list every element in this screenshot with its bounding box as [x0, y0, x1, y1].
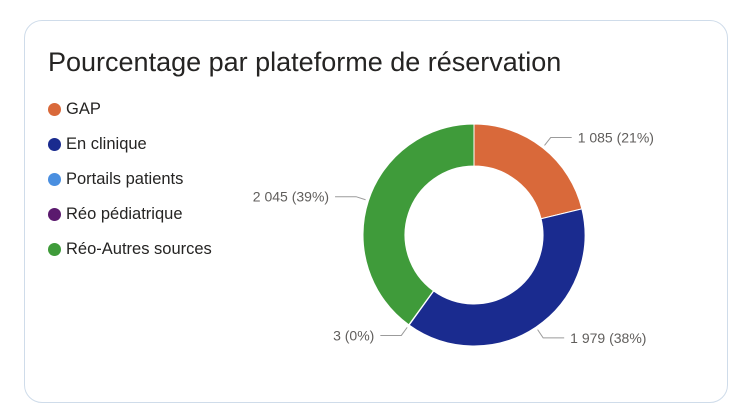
legend-swatch-reo-autres-sources [48, 243, 61, 256]
legend-item-en-clinique[interactable]: En clinique [48, 127, 212, 162]
legend-label-reo-pediatrique: Réo pédiatrique [66, 205, 183, 223]
data-label-reo-pediatrique: 3 (0%) [333, 327, 374, 343]
legend-label-gap: GAP [66, 100, 101, 118]
legend-swatch-en-clinique [48, 138, 61, 151]
legend-item-portails-patients[interactable]: Portails patients [48, 162, 212, 197]
donut-chart: 1 085 (21%) 1 979 (38%) 3 (0%) 2 045 (39%) [253, 123, 654, 347]
legend-item-reo-pediatrique[interactable]: Réo pédiatrique [48, 197, 212, 232]
legend-swatch-portails-patients [48, 173, 61, 186]
legend-label-portails-patients: Portails patients [66, 170, 184, 188]
legend-swatch-reo-pediatrique [48, 208, 61, 221]
leader-line-gap [544, 137, 572, 146]
legend-item-gap[interactable]: GAP [48, 92, 212, 127]
donut-slice-gap[interactable] [473, 123, 583, 220]
legend: GAP En clinique Portails patients Réo pé… [48, 92, 212, 267]
donut-slice-en-clinique[interactable] [408, 208, 586, 347]
data-label-gap: 1 085 (21%) [578, 130, 654, 146]
data-label-reo-autres-sources: 2 045 (39%) [253, 189, 329, 205]
donut-slice-reo-autres-sources[interactable] [362, 123, 475, 326]
leader-line-en-clinique [537, 329, 565, 339]
legend-label-reo-autres-sources: Réo-Autres sources [66, 240, 212, 258]
leader-line-reo-pediatrique [380, 327, 408, 336]
data-label-en-clinique: 1 979 (38%) [570, 330, 646, 346]
legend-label-en-clinique: En clinique [66, 135, 147, 153]
leader-line-reo-autres-sources [335, 196, 366, 201]
chart-card: Pourcentage par plateforme de réservatio… [24, 20, 728, 403]
legend-item-reo-autres-sources[interactable]: Réo-Autres sources [48, 232, 212, 267]
chart-title: Pourcentage par plateforme de réservatio… [48, 47, 562, 77]
legend-swatch-gap [48, 103, 61, 116]
